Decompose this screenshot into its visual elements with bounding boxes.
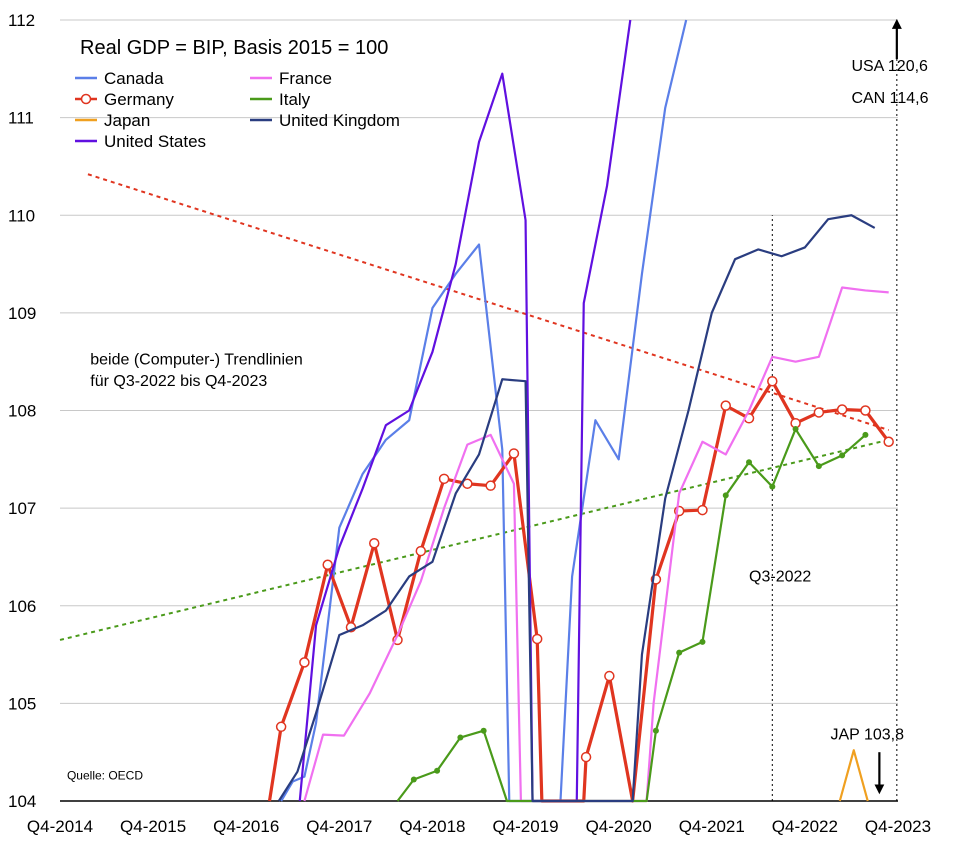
legend-entry-united-kingdom: United Kingdom	[250, 111, 400, 130]
data-point	[580, 751, 592, 763]
series-line-japan	[838, 749, 869, 802]
data-point	[767, 375, 778, 387]
data-point	[815, 463, 822, 470]
legend-entry-france: France	[250, 69, 332, 88]
legend-label: France	[279, 69, 332, 88]
y-tick-label: 105	[8, 694, 36, 713]
y-tick-label: 110	[8, 206, 35, 225]
legend-label: Germany	[104, 90, 174, 109]
legend-marker	[80, 93, 92, 105]
annotation: CAN 114,6	[851, 90, 928, 107]
legend-label: United Kingdom	[279, 111, 400, 130]
series-line-united-states	[298, 19, 632, 803]
data-point	[299, 657, 310, 668]
data-point	[457, 734, 464, 741]
data-point	[369, 538, 380, 549]
legend-entry-japan: Japan	[75, 111, 150, 130]
legend-label: United States	[104, 132, 206, 151]
data-point	[438, 473, 450, 485]
series-united-kingdom	[277, 214, 876, 803]
legend: Real GDP = BIP, Basis 2015 = 100 Canada G…	[75, 37, 400, 151]
legend-label: Canada	[104, 69, 164, 88]
x-tick-label: Q4-2014	[27, 817, 93, 836]
legend-entry-canada: Canada	[75, 69, 164, 88]
x-tick-label: Q4-2017	[306, 817, 372, 836]
chart-title: Real GDP = BIP, Basis 2015 = 100	[80, 37, 388, 59]
data-point	[322, 559, 333, 570]
annotation: beide (Computer-) Trendlinien	[90, 352, 303, 369]
trendlines	[59, 173, 889, 641]
data-point	[839, 452, 846, 459]
data-point	[604, 670, 615, 682]
data-point	[652, 727, 659, 734]
series-canada	[280, 19, 688, 803]
y-tick-label: 112	[8, 11, 35, 30]
legend-label: Japan	[104, 111, 150, 130]
data-point	[462, 478, 473, 489]
annotations: beide (Computer-) Trendlinien für Q3-2022…	[67, 58, 929, 783]
legend-label: Italy	[279, 90, 311, 109]
x-tick-label: Q4-2022	[772, 817, 838, 836]
data-point	[508, 448, 520, 459]
data-point	[485, 480, 496, 491]
annotation: Quelle: OECD	[67, 769, 143, 783]
data-point	[792, 426, 799, 433]
annotation: Q3-2022	[749, 568, 811, 585]
vertical-markers	[771, 29, 898, 801]
y-tick-label: 104	[8, 792, 36, 811]
trendline-italy	[59, 438, 889, 641]
data-point	[699, 638, 706, 645]
data-point	[860, 405, 871, 416]
x-tick-label: Q4-2021	[679, 817, 745, 836]
series-japan	[838, 749, 869, 802]
x-tick-label: Q4-2020	[586, 817, 652, 836]
data-point	[410, 776, 417, 783]
legend-entry-italy: Italy	[250, 90, 311, 109]
x-tick-label: Q4-2018	[399, 817, 465, 836]
y-tick-label: 109	[8, 304, 36, 323]
y-tick-label: 108	[8, 402, 36, 421]
x-tick-label: Q4-2023	[865, 817, 931, 836]
y-tick-label: 111	[8, 109, 34, 128]
series-united-states	[298, 19, 632, 803]
data-point	[883, 436, 894, 447]
x-tick-label: Q4-2016	[213, 817, 279, 836]
trendline-germany	[87, 173, 889, 431]
y-tick-label: 107	[8, 499, 36, 518]
arrows	[874, 18, 902, 795]
series-italy	[396, 426, 869, 803]
data-point	[836, 404, 848, 415]
y-tick-label: 106	[8, 597, 36, 616]
data-point	[531, 633, 543, 645]
data-point	[434, 767, 441, 774]
annotation: USA 120,6	[851, 58, 928, 75]
x-axis: Q4-2014 Q4-2015 Q4-2016 Q4-2017 Q4-2018 Q4-20…	[27, 800, 931, 836]
data-point	[480, 727, 487, 734]
data-point	[862, 431, 869, 438]
series-line-united-kingdom	[277, 214, 876, 803]
legend-entry-germany: Germany	[75, 90, 174, 109]
x-tick-label: Q4-2019	[492, 817, 558, 836]
y-axis: 104 105 106 107 108 109 110 111 112	[8, 11, 36, 811]
data-point	[746, 459, 753, 466]
legend-entry-united-states: United States	[75, 132, 206, 151]
data-series	[267, 19, 894, 803]
grid-lines	[60, 19, 898, 802]
annotation: JAP 103,8	[830, 726, 904, 743]
data-point	[722, 492, 729, 499]
annotation: für Q3-2022 bis Q4-2023	[90, 373, 267, 390]
data-point	[676, 649, 683, 656]
data-point	[275, 721, 287, 733]
series-line-canada	[280, 19, 688, 803]
data-point	[720, 400, 731, 411]
x-tick-label: Q4-2015	[120, 817, 186, 836]
data-point	[769, 483, 776, 490]
data-point	[697, 504, 708, 516]
data-point	[415, 545, 427, 557]
data-point	[813, 407, 825, 418]
